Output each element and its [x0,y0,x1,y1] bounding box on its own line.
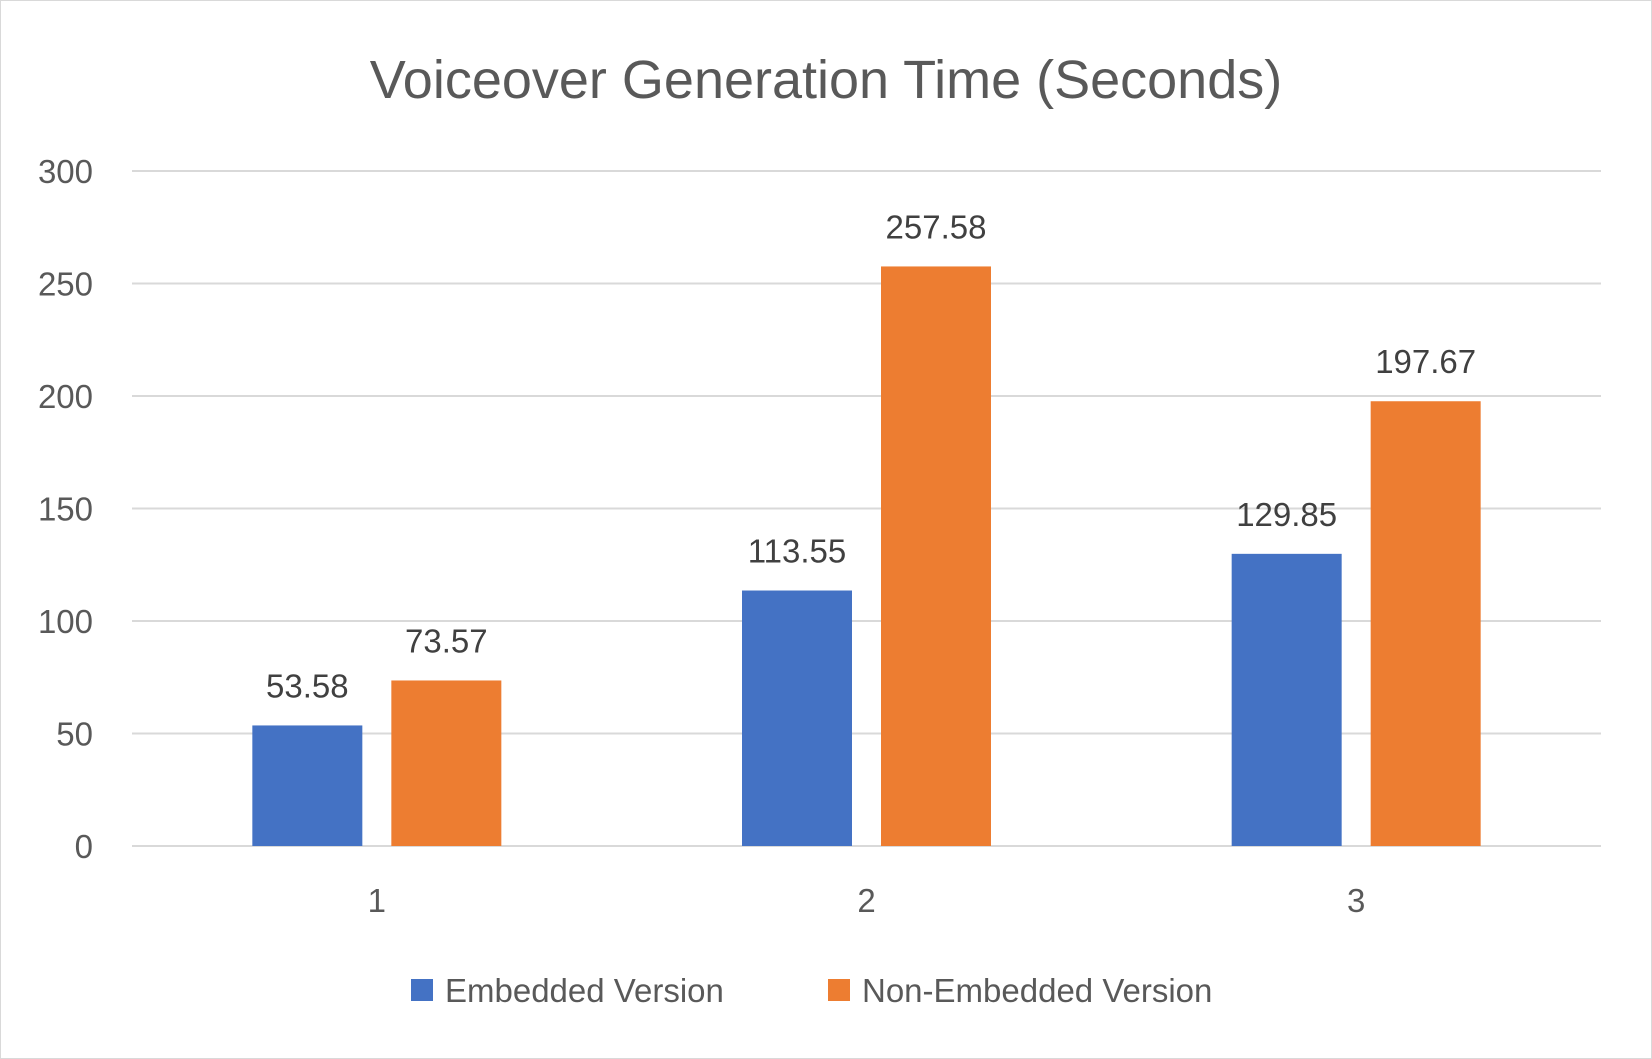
bar [1370,401,1481,846]
x-tick-label: 2 [857,882,875,919]
x-tick-label: 1 [368,882,386,919]
bar [391,680,502,846]
y-tick-label: 250 [38,266,93,303]
legend-swatch [411,979,433,1001]
bar [742,590,852,846]
data-labels: 53.58 73.57 113.55 257.58 129.85 197.67 [266,208,1476,704]
y-tick-label: 200 [38,378,93,415]
bar [881,266,991,846]
y-axis-ticks: 0 50 100 150 200 250 300 [38,153,93,865]
y-tick-label: 0 [75,828,93,865]
data-label: 197.67 [1375,343,1476,380]
data-label: 73.57 [405,622,488,659]
bar [1231,553,1342,846]
chart-title: Voiceover Generation Time (Seconds) [370,50,1282,110]
bar [252,725,363,846]
legend-label: Non-Embedded Version [862,972,1212,1009]
data-label: 129.85 [1236,496,1337,533]
data-label: 53.58 [266,667,349,704]
y-tick-label: 150 [38,491,93,528]
y-tick-label: 100 [38,603,93,640]
data-label: 257.58 [886,208,987,245]
x-tick-label: 3 [1347,882,1365,919]
x-axis-ticks: 1 2 3 [368,882,1366,919]
data-label: 113.55 [748,533,846,570]
y-tick-label: 300 [38,153,93,190]
gridlines [132,170,1601,847]
bars [252,266,1481,846]
legend-swatch [828,979,850,1001]
legend-label: Embedded Version [445,972,724,1009]
legend: Embedded Version Non-Embedded Version [411,972,1212,1009]
y-tick-label: 50 [56,716,93,753]
